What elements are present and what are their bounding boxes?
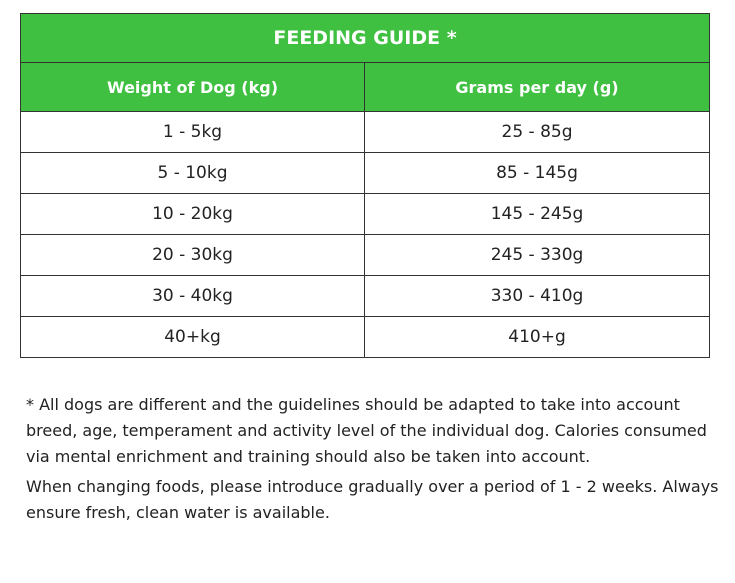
weight-cell: 5 - 10kg bbox=[20, 152, 365, 194]
column-header-weight: Weight of Dog (kg) bbox=[20, 62, 365, 112]
feeding-guide-table: FEEDING GUIDE * Weight of Dog (kg) Grams… bbox=[19, 13, 711, 358]
weight-cell: 1 - 5kg bbox=[20, 111, 365, 153]
weight-cell: 30 - 40kg bbox=[20, 275, 365, 317]
grams-cell: 330 - 410g bbox=[363, 275, 711, 317]
grams-cell: 245 - 330g bbox=[363, 234, 711, 276]
transition-advice-note: When changing foods, please introduce gr… bbox=[26, 477, 719, 522]
table-title: FEEDING GUIDE * bbox=[19, 13, 711, 63]
weight-cell: 10 - 20kg bbox=[20, 193, 365, 235]
table-row: 1 - 5kg 25 - 85g bbox=[20, 111, 711, 153]
disclaimer-note: * All dogs are different and the guideli… bbox=[26, 395, 707, 466]
table-title-row: FEEDING GUIDE * bbox=[19, 13, 711, 63]
grams-cell: 410+g bbox=[363, 316, 711, 358]
weight-cell: 20 - 30kg bbox=[20, 234, 365, 276]
grams-cell: 85 - 145g bbox=[363, 152, 711, 194]
table-header-row: Weight of Dog (kg) Grams per day (g) bbox=[20, 62, 711, 112]
table-row: 5 - 10kg 85 - 145g bbox=[20, 152, 711, 194]
table-row: 20 - 30kg 245 - 330g bbox=[20, 234, 711, 276]
table-row: 10 - 20kg 145 - 245g bbox=[20, 193, 711, 235]
weight-cell: 40+kg bbox=[20, 316, 365, 358]
table-row: 30 - 40kg 330 - 410g bbox=[20, 275, 711, 317]
table-row: 40+kg 410+g bbox=[20, 316, 711, 358]
grams-cell: 145 - 245g bbox=[363, 193, 711, 235]
grams-cell: 25 - 85g bbox=[363, 111, 711, 153]
footnotes: * All dogs are different and the guideli… bbox=[26, 392, 726, 526]
column-header-grams: Grams per day (g) bbox=[363, 62, 711, 112]
